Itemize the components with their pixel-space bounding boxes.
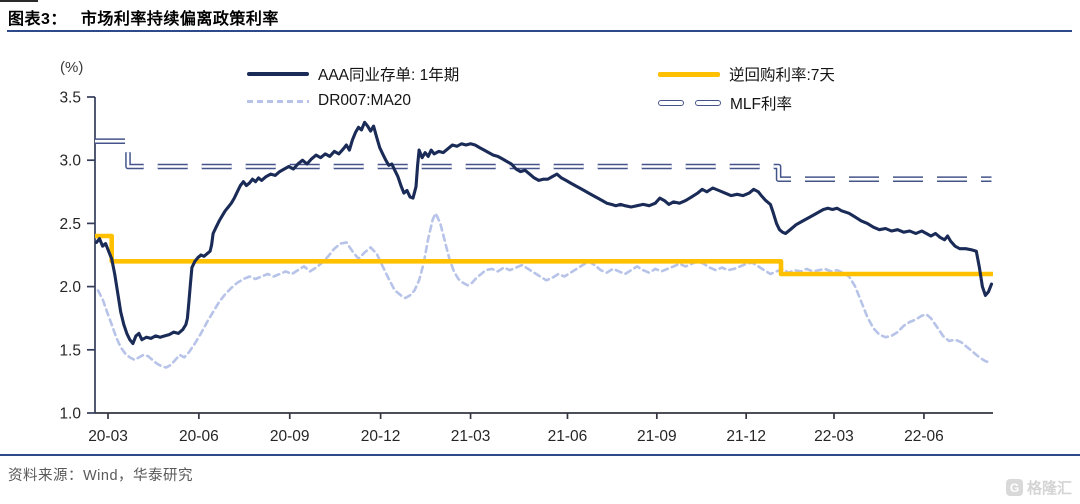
svg-text:21-03: 21-03 [451,428,491,445]
svg-text:3.5: 3.5 [59,90,81,107]
svg-text:20-03: 20-03 [88,428,128,445]
svg-text:3.0: 3.0 [59,153,81,170]
svg-text:2.5: 2.5 [59,216,81,233]
hollow-dash-sample-icon [658,99,721,107]
figure-header: 图表3： 市场利率持续偏离政策利率 [8,5,279,29]
legend-item-reverse-repo: 逆回购利率:7天 [658,63,835,85]
dashed-line-sample-icon [247,99,309,103]
legend-item-dr007: DR007:MA20 [247,92,411,110]
gelonghui-logo-icon: G [1005,479,1023,496]
svg-text:20-12: 20-12 [361,428,401,445]
footer-divider [0,454,1080,456]
legend-item-aaa-cd: AAA同业存单: 1年期 [247,63,459,85]
svg-text:20-06: 20-06 [179,428,219,445]
svg-text:20-09: 20-09 [270,428,310,445]
svg-text:1.5: 1.5 [59,342,81,359]
svg-text:1.0: 1.0 [59,406,81,423]
source-note: 资料来源：Wind，华泰研究 [8,468,194,484]
gold-line-sample-icon [658,71,720,77]
gelonghui-watermark: G 格隆汇 [1005,477,1072,498]
navy-line-sample-icon [247,72,309,76]
figure-title: 市场利率持续偏离政策利率 [80,11,279,28]
svg-text:21-06: 21-06 [548,428,588,445]
y-axis-unit-label: (%) [60,59,84,76]
svg-text:21-09: 21-09 [637,428,677,445]
legend-label: DR007:MA20 [318,92,412,109]
svg-text:2.0: 2.0 [59,279,81,296]
svg-text:21-12: 21-12 [726,428,766,445]
title-divider [7,30,1072,32]
figure-label: 图表3： [8,11,67,28]
svg-text:22-06: 22-06 [904,428,944,445]
gelonghui-wordmark: 格隆汇 [1026,480,1072,497]
legend-label: MLF利率 [730,96,793,113]
crop-artifact [0,0,38,2]
legend-label: 逆回购利率:7天 [729,67,835,84]
legend-label: AAA同业存单: 1年期 [318,67,460,84]
svg-text:22-03: 22-03 [814,428,854,445]
legend-item-mlf: MLF利率 [658,92,792,114]
